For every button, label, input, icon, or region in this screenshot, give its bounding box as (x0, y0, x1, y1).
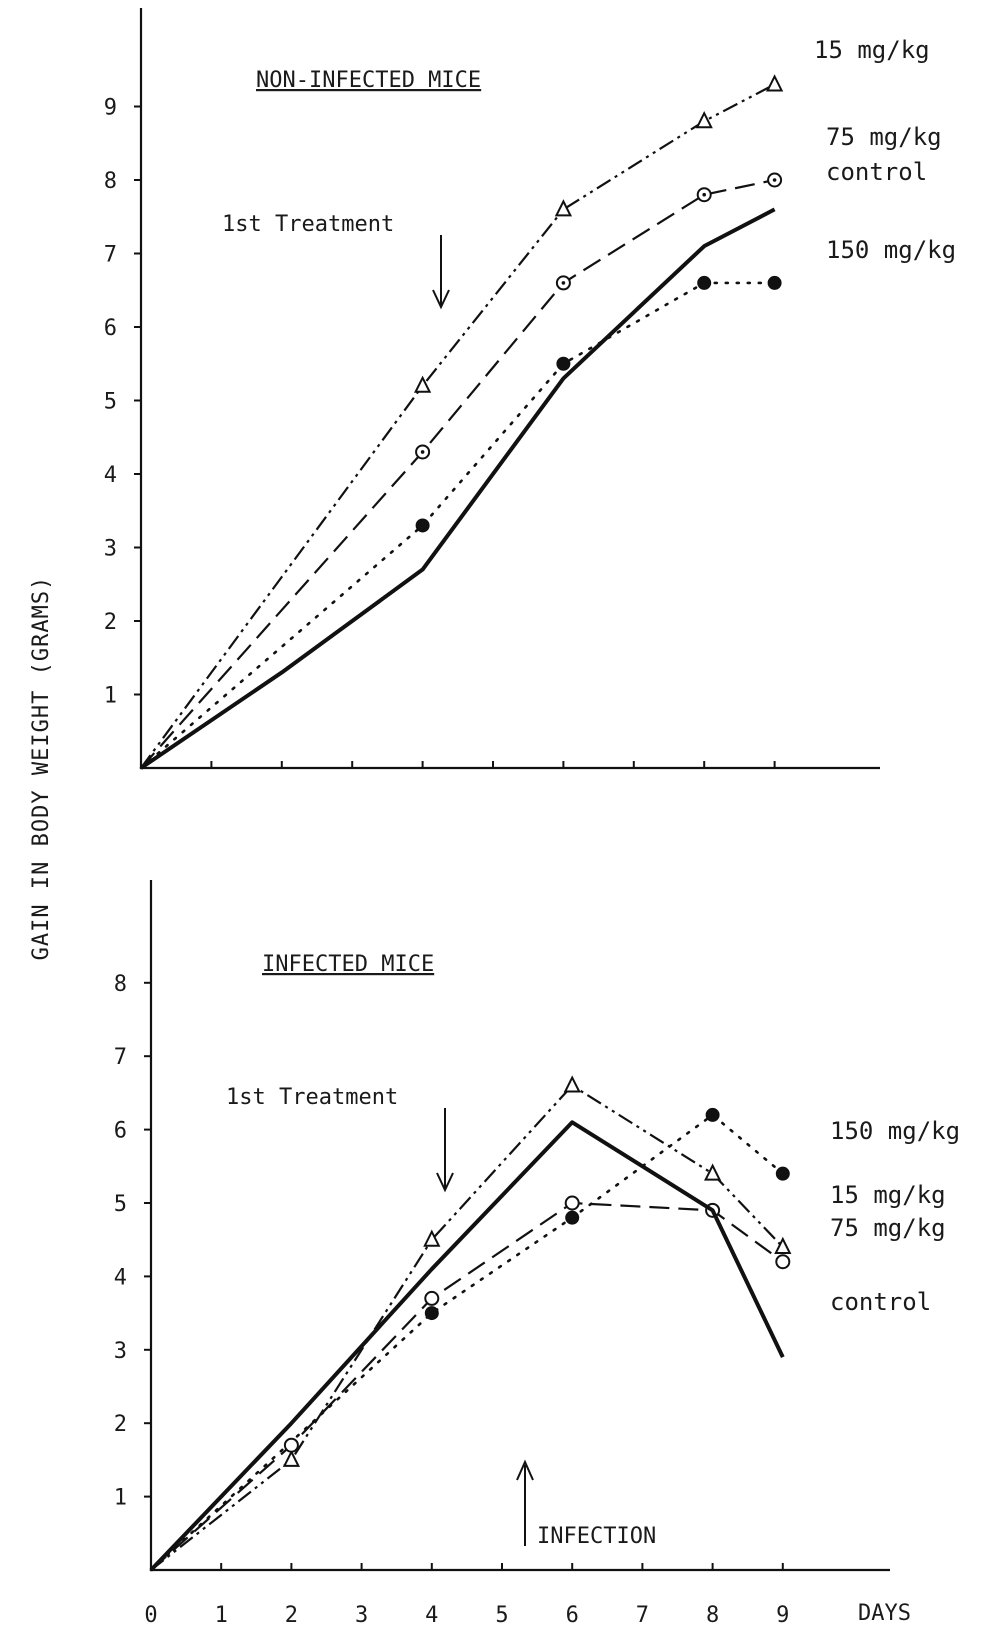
x-tick-label: 2 (285, 1603, 298, 1628)
bottom-series-label-15-mg-kg: 15 mg/kg (830, 1181, 946, 1209)
x-tick-label: 8 (706, 1603, 719, 1628)
top-y-tick-label: 9 (104, 96, 117, 121)
top-series-line-15-mg-kg (140, 83, 776, 769)
top-marker-center-75-mg-kg (772, 178, 777, 182)
top-treatment-arrow (432, 235, 450, 310)
top-marker-150-mg-kg (415, 518, 430, 533)
bottom-y-tick-label: 8 (114, 972, 127, 997)
top-y-tick-label: 2 (104, 610, 117, 635)
top-series-line-control (139, 207, 776, 770)
bottom-treatment-arrow (436, 1108, 454, 1193)
bottom-y-tick-label: 5 (114, 1192, 127, 1217)
top-marker-150-mg-kg (556, 356, 571, 371)
infection-label: INFECTION (537, 1524, 656, 1549)
top-marker-center-75-mg-kg (420, 450, 425, 454)
bottom-series-group: 150 mg/kg 15 mg/kg 75 mg/kg control (149, 1075, 960, 1572)
bottom-marker-150-mg-kg (565, 1210, 580, 1225)
top-marker-center-75-mg-kg (702, 192, 706, 197)
top-y-tick-label: 8 (104, 169, 117, 194)
top-y-tick-label: 6 (104, 316, 117, 341)
bottom-series-label-75-mg-kg: 75 mg/kg (830, 1214, 946, 1242)
top-series-label-15-mg-kg: 15 mg/kg (814, 36, 930, 64)
top-y-tick-label: 1 (104, 684, 117, 709)
bottom-marker-75-mg-kg (424, 1290, 440, 1306)
infection-arrow (516, 1459, 534, 1546)
top-y-tick-label: 4 (104, 463, 117, 488)
infected-panel: 1 2 3 4 5 6 7 8 0 1 2 3 4 5 6 7 8 9 INFECTED MICE 1st Tre… (114, 880, 960, 1628)
bottom-marker-75-mg-kg (775, 1254, 791, 1270)
bottom-series-label-150-mg-kg: 150 mg/kg (830, 1117, 960, 1145)
x-tick-label: 7 (636, 1603, 649, 1628)
bottom-y-tick-label: 1 (114, 1486, 127, 1511)
top-treatment-label: 1st Treatment (222, 212, 394, 237)
x-axis-label: DAYS (858, 1601, 911, 1626)
bottom-marker-75-mg-kg (283, 1437, 299, 1453)
x-tick-label: 9 (776, 1603, 789, 1628)
x-tick-label: 6 (566, 1603, 579, 1628)
bottom-marker-150-mg-kg (775, 1166, 790, 1181)
x-tick-label: 3 (355, 1603, 368, 1628)
x-tick-label: 1 (215, 1603, 228, 1628)
top-y-tick-label: 3 (104, 537, 117, 562)
top-panel-title: NON-INFECTED MICE (256, 68, 481, 93)
bottom-series-line-75-mg-kg (150, 1201, 784, 1571)
y-axis-label: GAIN IN BODY WEIGHT (GRAMS) (29, 576, 54, 961)
bottom-marker-150-mg-kg (424, 1306, 439, 1321)
bottom-series-line-control (149, 1120, 785, 1572)
bottom-marker-150-mg-kg (705, 1107, 720, 1122)
bottom-y-tick-label: 6 (114, 1119, 127, 1144)
top-series-group: 15 mg/kg 75 mg/kg control 150 mg/kg (139, 36, 956, 770)
bottom-series-line-15-mg-kg (150, 1084, 784, 1571)
top-marker-150-mg-kg (697, 275, 712, 290)
top-marker-15-mg-kg (765, 74, 784, 92)
bottom-marker-15-mg-kg (563, 1075, 581, 1093)
top-marker-15-mg-kg (413, 375, 432, 393)
top-series-label-150-mg-kg: 150 mg/kg (826, 236, 956, 264)
top-series-label-75-mg-kg: 75 mg/kg (826, 123, 942, 151)
top-marker-150-mg-kg (767, 275, 782, 290)
bottom-panel-title: INFECTED MICE (262, 952, 434, 977)
bottom-y-tick-label: 3 (114, 1339, 127, 1364)
bottom-marker-15-mg-kg (423, 1229, 441, 1247)
top-tick-group: 1 2 3 4 5 6 7 8 9 (104, 96, 776, 768)
bottom-series-label-control: control (830, 1288, 931, 1316)
bottom-y-tick-label: 4 (114, 1265, 127, 1290)
top-marker-15-mg-kg (554, 199, 573, 217)
non-infected-panel: 1 2 3 4 5 6 7 8 9 NON-INFECTED MICE 1st Treatmen… (104, 8, 956, 770)
bottom-y-tick-label: 7 (114, 1045, 127, 1070)
bottom-tick-group: 1 2 3 4 5 6 7 8 0 1 2 3 4 5 6 7 8 9 (114, 972, 790, 1628)
bottom-treatment-label: 1st Treatment (226, 1085, 398, 1110)
top-series-label-control: control (826, 158, 927, 186)
bottom-marker-75-mg-kg (564, 1195, 580, 1211)
bottom-marker-15-mg-kg (703, 1163, 722, 1181)
top-series-line-150-mg-kg (139, 281, 776, 770)
x-tick-label: 0 (144, 1603, 157, 1628)
x-tick-label: 4 (425, 1603, 438, 1628)
top-y-tick-label: 5 (104, 390, 117, 415)
bottom-series-line-150-mg-kg (149, 1113, 785, 1572)
top-marker-15-mg-kg (695, 110, 713, 129)
top-y-tick-label: 7 (104, 243, 117, 268)
bottom-marker-15-mg-kg (774, 1236, 792, 1255)
top-marker-center-75-mg-kg (561, 281, 566, 285)
bottom-y-tick-label: 2 (114, 1412, 127, 1437)
bottom-marker-15-mg-kg (282, 1449, 301, 1467)
x-tick-label: 5 (495, 1603, 508, 1628)
